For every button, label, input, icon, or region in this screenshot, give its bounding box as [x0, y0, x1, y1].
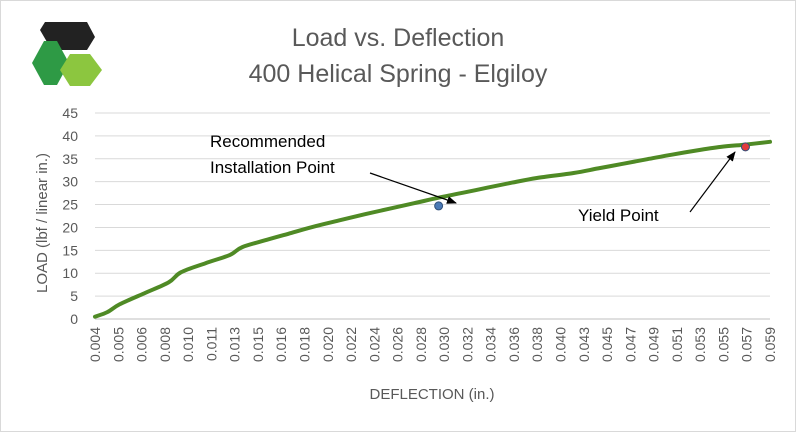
x-tick-label: 0.008 [157, 327, 173, 362]
x-tick-label: 0.055 [715, 327, 731, 362]
x-tick-label: 0.034 [483, 327, 499, 362]
x-tick-labels: 0.004 0.005 0.006 0.008 0.010 0.011 0.013 0.015… [87, 327, 778, 362]
x-tick-label: 0.043 [576, 327, 592, 362]
y-tick-label: 45 [62, 105, 78, 121]
x-tick-label: 0.032 [459, 327, 475, 362]
x-axis-label: DEFLECTION (in.) [369, 386, 494, 403]
x-tick-label: 0.053 [692, 327, 708, 362]
x-tick-label: 0.038 [529, 327, 545, 362]
y-tick-label: 30 [62, 174, 78, 190]
x-tick-label: 0.036 [506, 327, 522, 362]
x-tick-label: 0.015 [250, 327, 266, 362]
y-tick-label: 35 [62, 151, 78, 167]
yield-point-arrow [689, 151, 736, 213]
x-tick-label: 0.057 [739, 327, 755, 362]
y-tick-label: 15 [62, 242, 78, 258]
recommended-installation-arrow [369, 172, 457, 204]
chart-subtitle: 400 Helical Spring - Elgiloy [249, 60, 548, 88]
x-tick-label: 0.028 [413, 327, 429, 362]
recommended-installation-label: Installation Point [210, 158, 335, 177]
x-tick-label: 0.047 [622, 327, 638, 362]
x-tick-label: 0.040 [553, 327, 569, 362]
x-tick-label: 0.011 [203, 327, 219, 361]
x-tick-label: 0.045 [599, 327, 615, 362]
x-tick-label: 0.059 [762, 327, 778, 362]
y-tick-label: 40 [62, 128, 78, 144]
y-tick-label: 20 [62, 219, 78, 235]
x-tick-label: 0.049 [646, 327, 662, 362]
chart-title: Load vs. Deflection [292, 24, 505, 52]
x-tick-label: 0.020 [320, 327, 336, 362]
yield-point-marker [740, 142, 750, 152]
y-tick-label: 0 [70, 311, 78, 327]
annotations: Recommended Installation Point Yield Point [210, 132, 750, 225]
hexagon-cluster-logo-icon [32, 22, 102, 86]
x-tick-label: 0.026 [390, 327, 406, 362]
x-tick-label: 0.022 [343, 327, 359, 362]
x-tick-label: 0.010 [180, 327, 196, 362]
series-line [93, 139, 772, 319]
yield-point-label: Yield Point [578, 206, 659, 225]
gridlines [95, 112, 770, 297]
logo-green-hexagon [32, 41, 69, 85]
x-tick-label: 0.006 [134, 327, 150, 362]
x-tick-label: 0.013 [227, 327, 243, 362]
recommended-installation-label: Recommended [210, 132, 325, 151]
y-axis-label: LOAD (lbf / linear in.) [34, 153, 51, 293]
x-tick-label: 0.030 [436, 327, 452, 362]
y-tick-label: 25 [62, 197, 78, 213]
logo-lime-hexagon [60, 54, 102, 86]
y-tick-label: 5 [70, 288, 78, 304]
y-tick-labels: 0 5 10 15 20 25 30 35 40 45 [62, 105, 78, 327]
x-tick-label: 0.004 [87, 327, 103, 362]
x-tick-label: 0.024 [366, 327, 382, 362]
x-tick-label: 0.016 [273, 327, 289, 362]
x-tick-label: 0.005 [110, 327, 126, 362]
y-tick-label: 10 [62, 265, 78, 281]
x-tick-label: 0.051 [669, 327, 685, 362]
x-tick-label: 0.018 [296, 327, 312, 362]
recommended-installation-marker [434, 201, 444, 211]
